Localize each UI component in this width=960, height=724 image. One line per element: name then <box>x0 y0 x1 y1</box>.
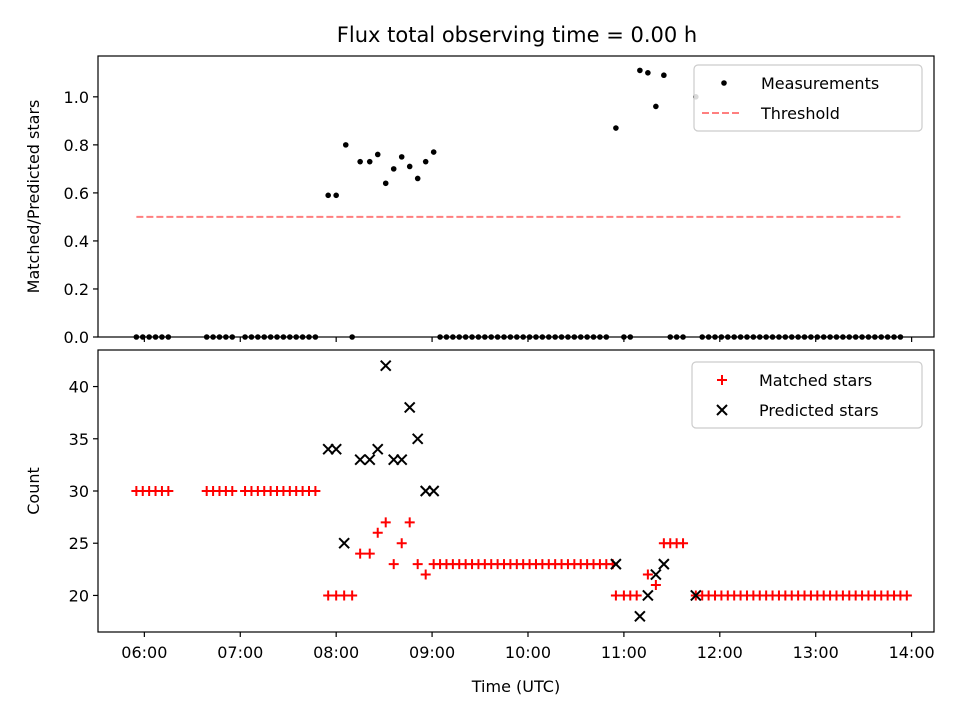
measurement-point <box>382 180 389 187</box>
matched-point <box>650 580 661 590</box>
predicted-point <box>330 443 342 455</box>
y-tick-label: 0.2 <box>64 280 89 299</box>
y-axis-label: Count <box>24 467 43 515</box>
legend: Matched stars Predicted stars <box>691 361 923 429</box>
legend-predicted-marker <box>716 404 728 416</box>
predicted-point <box>634 610 646 623</box>
matched-point <box>227 486 238 496</box>
matched-point <box>310 486 321 496</box>
predicted-point <box>411 433 424 445</box>
predicted-point <box>650 568 662 581</box>
predicted-point <box>403 401 416 414</box>
matched-point <box>901 590 912 601</box>
measurement-point <box>325 192 331 199</box>
predicted-point <box>396 453 408 466</box>
measurement-point <box>357 158 363 165</box>
matched-point <box>372 527 383 538</box>
predicted-point <box>658 558 670 570</box>
legend-frame <box>691 361 923 429</box>
top-panel: 0.0 0.2 0.4 0.6 0.8 1.0 Matched/Predicted star… <box>24 55 935 347</box>
y-tick-label: 30 <box>69 482 89 501</box>
matched-point <box>380 517 391 528</box>
matched-point <box>163 486 174 496</box>
matched-point <box>412 559 423 570</box>
legend-matched-marker <box>717 375 727 385</box>
matched-point <box>396 538 407 549</box>
measurement-point <box>661 72 667 79</box>
figure-title: Flux total observing time = 0.00 h <box>337 23 697 47</box>
predicted-point <box>427 485 440 497</box>
legend-measurement-marker <box>721 80 727 86</box>
predicted-point <box>610 558 622 570</box>
x-tick-label: 10:00 <box>505 643 551 662</box>
x-axis-label: Time (UTC) <box>471 677 560 696</box>
predicted-point <box>690 589 702 602</box>
y-tick-label: 0.0 <box>64 328 89 347</box>
series-plus <box>131 486 912 601</box>
measurement-point <box>414 175 421 182</box>
legend: Measurements Threshold <box>693 64 923 132</box>
x-tick-label: 08:00 <box>313 643 359 662</box>
matched-point <box>347 590 358 601</box>
x-tick-label: 06:00 <box>121 643 167 662</box>
y-tick-label: 0.6 <box>64 184 89 203</box>
matched-point <box>364 548 375 559</box>
matched-point <box>678 538 689 549</box>
measurement-point <box>374 151 381 158</box>
measurement-point <box>613 125 619 131</box>
x-tick-label: 12:00 <box>697 643 743 662</box>
predicted-point <box>642 589 654 602</box>
matched-point <box>420 569 431 580</box>
series-x <box>322 359 702 623</box>
predicted-point <box>354 453 366 466</box>
legend-frame <box>693 64 923 132</box>
legend-label: Measurements <box>761 74 879 93</box>
predicted-point <box>364 453 376 466</box>
x-tick-label: 07:00 <box>217 643 263 662</box>
measurement-point <box>333 192 339 199</box>
measurement-point <box>406 163 413 170</box>
measurement-point <box>422 158 429 165</box>
measurement-point <box>653 103 659 110</box>
predicted-point <box>372 443 384 455</box>
legend-label: Matched stars <box>759 371 872 390</box>
matched-point <box>642 569 653 580</box>
y-tick-label: 1.0 <box>64 88 89 107</box>
x-tick-label: 14:00 <box>889 643 935 662</box>
x-tick-label: 09:00 <box>409 643 455 662</box>
predicted-point <box>380 359 392 372</box>
measurement-point <box>637 67 643 74</box>
measurement-point <box>366 158 373 165</box>
matched-point <box>388 559 399 570</box>
y-tick-label: 0.8 <box>64 136 89 155</box>
y-tick-label: 20 <box>69 586 89 605</box>
measurement-point <box>398 154 405 160</box>
legend-label: Predicted stars <box>759 401 879 420</box>
y-tick-label: 40 <box>69 378 89 397</box>
measurement-point <box>390 166 397 172</box>
measurement-point <box>645 70 651 76</box>
y-tick-label: 35 <box>69 430 89 449</box>
matched-point <box>355 548 366 559</box>
axes-frame <box>97 55 935 338</box>
bottom-panel: 20 25 30 35 40 06:00 07:00 08:00 09:00 10:00 11:00… <box>24 349 935 696</box>
y-tick-label: 0.4 <box>64 232 89 251</box>
y-tick-label: 25 <box>69 534 89 553</box>
matched-point <box>631 590 642 601</box>
x-tick-label: 13:00 <box>793 643 839 662</box>
predicted-point <box>338 537 350 549</box>
measurement-point <box>342 142 349 148</box>
y-axis-label: Matched/Predicted stars <box>24 100 43 294</box>
measurement-point <box>430 149 437 155</box>
matched-point <box>404 517 415 528</box>
x-tick-label: 11:00 <box>601 643 647 662</box>
legend-label: Threshold <box>760 104 840 123</box>
